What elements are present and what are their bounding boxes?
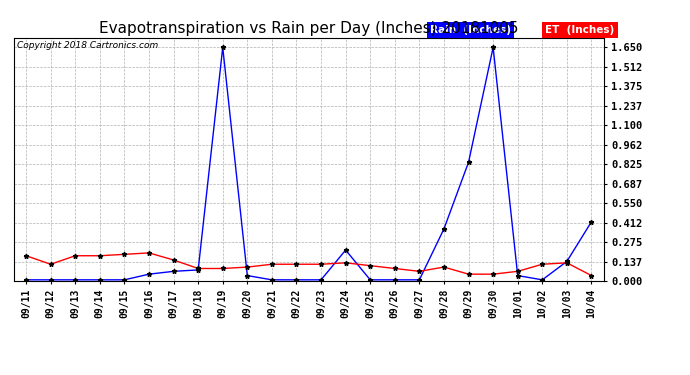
Text: ET  (Inches): ET (Inches) <box>545 25 615 35</box>
Title: Evapotranspiration vs Rain per Day (Inches) 20181005: Evapotranspiration vs Rain per Day (Inch… <box>99 21 518 36</box>
Text: Copyright 2018 Cartronics.com: Copyright 2018 Cartronics.com <box>17 41 158 50</box>
Text: Rain  (Inches): Rain (Inches) <box>430 25 511 35</box>
